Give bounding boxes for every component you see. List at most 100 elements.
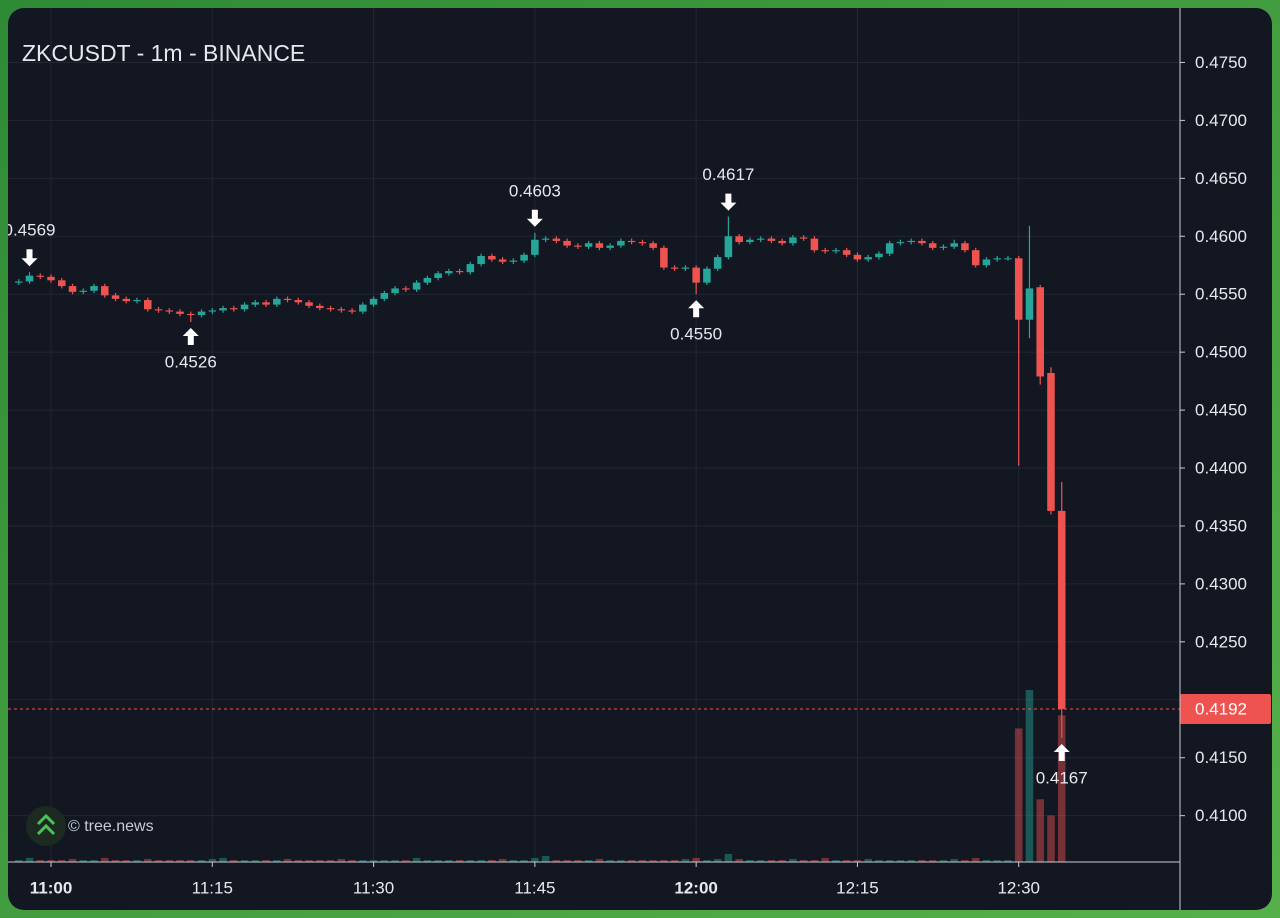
- volume-bar: [101, 857, 109, 862]
- volume-bar: [57, 859, 66, 862]
- volume-bar: [660, 859, 668, 862]
- candle-body: [595, 243, 604, 248]
- candle-body: [971, 250, 980, 266]
- volume-bar: [821, 857, 829, 862]
- volume-bar: [36, 859, 45, 862]
- volume-bar: [326, 859, 335, 862]
- volume-bar: [670, 859, 679, 862]
- volume-bar: [971, 857, 980, 862]
- chart-title: ZKCUSDT - 1m - BINANCE: [22, 40, 305, 66]
- candle-body: [144, 300, 152, 310]
- volume-bar: [122, 859, 131, 862]
- volume-bar: [595, 858, 604, 862]
- volume-bar: [488, 859, 496, 862]
- volume-bar: [47, 859, 55, 862]
- low-label: 0.4167: [1036, 768, 1088, 787]
- logo-icon: [36, 813, 56, 836]
- y-tick-label: 0.4400: [1195, 459, 1247, 478]
- candle-body: [25, 275, 34, 282]
- candle-body: [756, 238, 765, 240]
- volume-bar: [885, 859, 894, 862]
- volume-bar: [767, 859, 776, 862]
- volume-bar: [703, 859, 711, 862]
- volume-bar: [1025, 690, 1034, 862]
- volume-bar: [864, 858, 872, 862]
- volume-bar: [262, 859, 270, 862]
- candle-body: [176, 311, 184, 314]
- x-tick-label: 12:30: [997, 878, 1040, 897]
- volume-bar: [832, 859, 840, 862]
- volume-bar: [1004, 859, 1012, 862]
- candle-body: [885, 243, 894, 254]
- volume-bar: [434, 859, 442, 862]
- x-tick-label: 12:15: [836, 878, 879, 897]
- candle-body: [1036, 287, 1044, 377]
- candle-body: [273, 298, 281, 305]
- volume-bar: [144, 858, 152, 862]
- candle-body: [283, 298, 292, 301]
- volume-bar: [853, 859, 862, 862]
- volume-bar: [294, 859, 303, 862]
- candle-body: [47, 276, 55, 281]
- candle-body: [660, 247, 668, 268]
- candle-body: [219, 308, 227, 311]
- candle-body: [1047, 373, 1055, 511]
- candle-body: [627, 240, 636, 243]
- candle-body: [348, 310, 356, 312]
- volume-bar: [713, 858, 722, 862]
- candle-body: [90, 286, 98, 291]
- y-tick-label: 0.4600: [1195, 227, 1247, 246]
- candle-body: [982, 259, 991, 266]
- y-tick-label: 0.4750: [1195, 53, 1247, 72]
- last-price-box: [1180, 694, 1271, 725]
- y-tick-label: 0.4450: [1195, 401, 1247, 420]
- candle-body: [251, 302, 260, 305]
- candle-body: [509, 260, 518, 262]
- y-tick-label: 0.4700: [1195, 111, 1247, 130]
- volume-bar: [617, 859, 625, 862]
- candle-body: [402, 288, 410, 290]
- low-marker: [1053, 744, 1070, 762]
- candle-body: [455, 271, 464, 273]
- volume-bar: [606, 859, 614, 862]
- volume-bar: [305, 859, 313, 862]
- volume-bar: [477, 859, 485, 862]
- candle-body: [1057, 510, 1066, 710]
- candle-body: [789, 237, 797, 244]
- volume-bar: [724, 853, 733, 862]
- volume-bar: [391, 859, 399, 862]
- low-marker: [182, 328, 199, 346]
- low-label: 0.4526: [165, 353, 217, 372]
- volume-bar: [799, 859, 808, 862]
- volume-bar: [756, 859, 765, 862]
- candle-body: [423, 277, 432, 283]
- low-marker: [688, 300, 705, 318]
- volume-bar: [789, 858, 797, 862]
- candle-body: [488, 255, 496, 260]
- candle-body: [541, 238, 550, 240]
- candle-body: [68, 286, 77, 292]
- candle-body: [79, 290, 88, 292]
- volume-bar: [552, 859, 561, 862]
- last-price-label: 0.4192: [1195, 700, 1247, 719]
- candle-body: [165, 310, 174, 312]
- volume-bar: [681, 858, 690, 862]
- candle-body: [412, 282, 421, 290]
- volume-bar: [907, 859, 915, 862]
- candle-body: [262, 302, 270, 305]
- candle-body: [563, 240, 571, 246]
- y-tick-label: 0.4650: [1195, 169, 1247, 188]
- candle-body: [724, 236, 733, 258]
- volume-bar: [692, 857, 700, 862]
- candle-body: [498, 259, 507, 262]
- candle-body: [359, 304, 367, 312]
- candle-body: [950, 243, 958, 247]
- x-tick-label: 11:45: [514, 878, 555, 897]
- volume-bar: [627, 859, 636, 862]
- x-tick-label: 11:30: [353, 878, 394, 897]
- candle-body: [57, 280, 66, 287]
- candle-body: [520, 254, 528, 261]
- volume-bar: [380, 859, 389, 862]
